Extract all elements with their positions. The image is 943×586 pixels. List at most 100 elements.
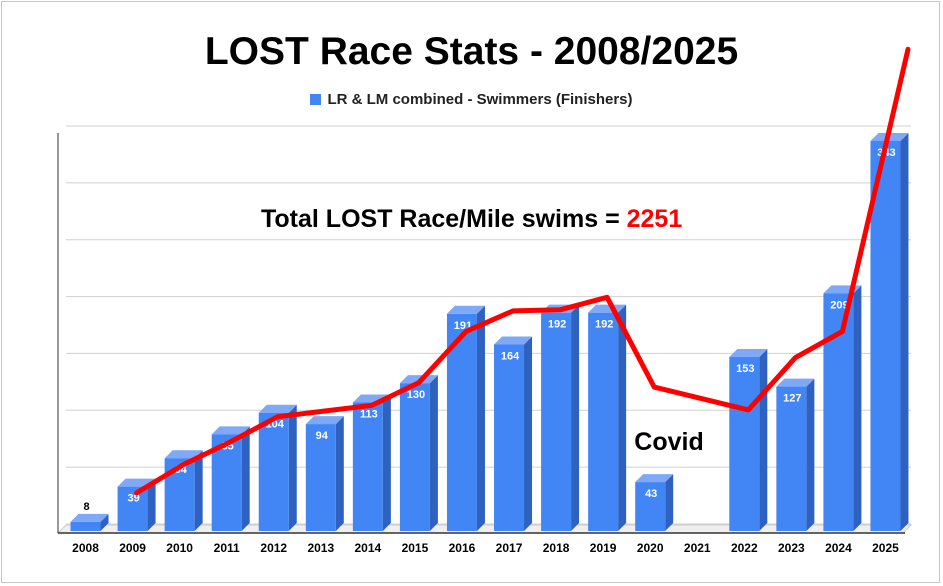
- x-tick-labels: 2008 2009 2010 2011 2012 2013 2014 2015 2016 2017…: [72, 541, 899, 555]
- bar-side: [759, 349, 768, 531]
- bars: [70, 132, 909, 531]
- bar-value-label: 127: [783, 393, 801, 405]
- bar-2013: [305, 416, 344, 531]
- bar-side: [288, 404, 297, 531]
- x-tick-label: 2015: [402, 541, 429, 555]
- bar-value-label: 8: [83, 501, 89, 513]
- legend-swatch: [310, 94, 322, 105]
- bar-side: [524, 336, 533, 531]
- bar-value-label: 130: [407, 389, 425, 401]
- x-tick-label: 2008: [72, 541, 99, 555]
- bar-2025: [870, 132, 909, 531]
- trend-line-path: [134, 46, 911, 496]
- bar-2009: [117, 478, 156, 531]
- x-tick-label: 2018: [543, 541, 570, 555]
- bar-top: [164, 450, 203, 459]
- bar-value-label: 113: [360, 409, 378, 421]
- bar-top: [70, 513, 109, 522]
- bar-value-label: 209: [830, 299, 848, 311]
- bar-side: [429, 375, 438, 531]
- bar-2015: [399, 375, 438, 531]
- bar-top: [494, 336, 533, 345]
- bar-2020: [635, 474, 674, 531]
- bar-front: [305, 424, 336, 531]
- x-tick-label: 2025: [872, 541, 899, 555]
- chart-title: LOST Race Stats - 2008/2025: [204, 30, 739, 73]
- x-tick-label: 2019: [590, 541, 617, 555]
- bar-top: [211, 426, 250, 435]
- bar-value-label: 153: [736, 363, 754, 375]
- x-tick-label: 2022: [731, 541, 758, 555]
- bar-front: [352, 402, 383, 531]
- x-tick-label: 2010: [166, 541, 193, 555]
- bar-front: [117, 486, 148, 531]
- legend: LR & LM combined - Swimmers (Finishers): [0, 91, 943, 108]
- bar-top: [729, 349, 768, 358]
- bar-side: [241, 426, 250, 531]
- bar-side: [147, 478, 156, 531]
- bar-2014: [352, 394, 391, 531]
- bar-side: [100, 513, 109, 531]
- x-tick-label: 2009: [119, 541, 146, 555]
- bar-top: [635, 474, 674, 483]
- bar-front: [258, 412, 289, 531]
- x-tick-label: 2012: [260, 541, 287, 555]
- x-tick-label: 2023: [778, 541, 805, 555]
- bar-front: [729, 357, 760, 531]
- bar-front: [635, 482, 666, 531]
- trend-line: [134, 46, 911, 496]
- bar-value-label: 192: [548, 319, 566, 331]
- bar-front: [588, 312, 619, 531]
- bar-top: [258, 404, 297, 413]
- bar-side: [335, 416, 344, 531]
- total-swims-label: Total LOST Race/Mile swims =: [261, 205, 627, 233]
- bar-2023: [776, 378, 815, 531]
- x-tick-label: 2017: [496, 541, 523, 555]
- bar-side: [476, 305, 485, 531]
- x-tick-label: 2020: [637, 541, 664, 555]
- bar-front: [70, 521, 101, 531]
- bar-side: [806, 378, 815, 531]
- bar-top: [446, 305, 485, 314]
- bar-2019: [588, 304, 627, 531]
- bar-front: [870, 140, 901, 531]
- bar-top: [776, 378, 815, 387]
- bar-side: [665, 474, 674, 531]
- x-tick-label: 2013: [307, 541, 334, 555]
- bar-value-label: 43: [645, 488, 657, 500]
- bar-side: [900, 132, 909, 531]
- bar-2012: [258, 404, 297, 531]
- bar-front: [399, 383, 430, 531]
- x-tick-label: 2024: [825, 541, 852, 555]
- bar-2016: [446, 305, 485, 531]
- x-tick-label: 2014: [355, 541, 382, 555]
- bar-front: [823, 293, 854, 531]
- bar-value-label: 94: [316, 430, 329, 442]
- bar-side: [853, 285, 862, 531]
- bar-front: [776, 386, 807, 531]
- bar-2017: [494, 336, 533, 531]
- total-swims-annotation: Total LOST Race/Mile swims = 2251: [261, 205, 682, 233]
- bar-2008: [70, 513, 109, 531]
- bar-front: [541, 312, 572, 531]
- bar-front: [494, 344, 525, 531]
- bar-side: [571, 304, 580, 531]
- x-tick-label: 2016: [449, 541, 476, 555]
- x-tick-label: 2021: [684, 541, 711, 555]
- x-tick-label: 2011: [214, 541, 240, 555]
- bar-value-label: 164: [501, 351, 520, 363]
- bar-2018: [541, 304, 580, 531]
- bar-2010: [164, 450, 203, 531]
- legend-label: LR & LM combined - Swimmers (Finishers): [327, 91, 633, 108]
- bar-side: [194, 450, 203, 531]
- bar-value-label: 192: [595, 319, 613, 331]
- bar-side: [382, 394, 391, 531]
- bar-2022: [729, 349, 768, 531]
- bar-side: [618, 304, 627, 531]
- bar-top: [305, 416, 344, 425]
- bar-value-label: 39: [127, 493, 139, 505]
- covid-annotation: Covid: [634, 428, 703, 456]
